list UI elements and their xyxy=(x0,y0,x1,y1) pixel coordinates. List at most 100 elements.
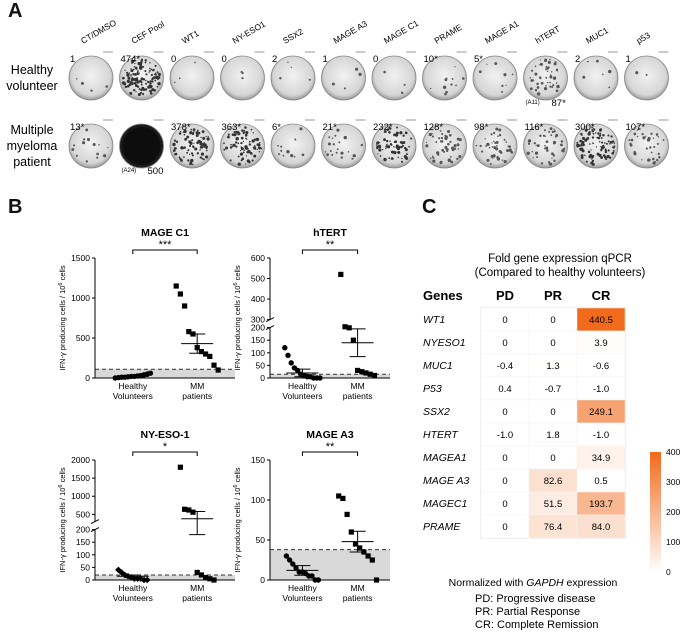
spot xyxy=(149,67,151,70)
spot xyxy=(206,137,210,141)
spot xyxy=(183,156,185,158)
spot xyxy=(638,128,641,131)
spot xyxy=(140,58,144,61)
y-tick-label: 1000 xyxy=(71,491,90,501)
spot-count: 98* xyxy=(474,122,489,133)
x-group-label: MM xyxy=(190,381,204,391)
spot xyxy=(600,137,603,139)
spot xyxy=(148,71,150,73)
spot xyxy=(240,147,244,151)
spot xyxy=(546,81,549,84)
spot xyxy=(506,149,509,153)
spot xyxy=(432,156,435,159)
spot xyxy=(503,138,506,141)
spot xyxy=(534,88,538,92)
row-label-line: Multiple xyxy=(10,123,53,137)
spot xyxy=(531,150,533,153)
heatmap-cell-value: 0 xyxy=(502,476,507,487)
spot xyxy=(193,146,195,149)
spot xyxy=(135,91,137,93)
spot xyxy=(331,82,335,86)
spot xyxy=(378,141,381,144)
spot xyxy=(552,84,555,87)
spot-count: 1 xyxy=(323,54,328,65)
spot xyxy=(630,138,634,142)
spot xyxy=(402,134,405,137)
spot xyxy=(488,146,491,149)
spot xyxy=(593,128,596,131)
spot xyxy=(260,147,263,150)
spot xyxy=(584,154,586,157)
row-label-line: patient xyxy=(13,155,51,169)
column-header-8: MAGE A1 xyxy=(483,18,521,45)
spot xyxy=(130,82,134,86)
x-group-label: patients xyxy=(343,391,373,401)
spot xyxy=(475,144,478,147)
spot xyxy=(549,85,552,88)
spot xyxy=(404,131,408,135)
spot xyxy=(286,150,290,154)
spot xyxy=(535,144,537,147)
spot xyxy=(595,146,598,148)
spot xyxy=(396,126,399,129)
y-axis-label: IFN-γ producing cells / 106 cells xyxy=(58,467,67,572)
spot xyxy=(527,142,531,145)
spot xyxy=(549,81,551,84)
spot xyxy=(485,145,487,147)
spot xyxy=(92,143,96,147)
spot xyxy=(123,82,127,86)
spot xyxy=(530,79,534,82)
spot-count: 21* xyxy=(323,122,338,133)
spot xyxy=(376,147,379,150)
spot xyxy=(442,85,447,89)
spot xyxy=(451,78,454,80)
spot xyxy=(141,86,145,90)
legend-entry: PR: Partial Response xyxy=(475,606,580,618)
significance-bracket xyxy=(301,451,359,456)
spot xyxy=(190,152,194,155)
spot xyxy=(560,143,563,147)
elispot-well xyxy=(220,123,265,169)
spot xyxy=(358,72,362,77)
spot xyxy=(237,133,240,136)
elispot-well xyxy=(472,123,518,169)
hla-code: (A11) xyxy=(526,100,540,106)
spot xyxy=(400,91,404,95)
y-axis-label: IFN-γ producing cells / 106 cells xyxy=(233,467,242,572)
spot xyxy=(150,92,153,95)
column-header-3: NY-ESO1 xyxy=(231,19,268,46)
spot xyxy=(540,162,544,165)
spot xyxy=(454,66,456,68)
data-point xyxy=(211,577,217,583)
spot xyxy=(173,147,177,150)
data-point xyxy=(338,271,344,278)
spot xyxy=(230,143,232,146)
spot xyxy=(457,148,460,150)
significance-stars: ** xyxy=(326,441,335,453)
spot xyxy=(142,93,145,96)
well-dark-core xyxy=(122,127,161,165)
spot xyxy=(608,156,612,159)
spot xyxy=(610,135,613,138)
heatmap-gene-label: MUC1 xyxy=(423,360,453,372)
heatmap-title: Fold gene expression qPCR xyxy=(488,253,632,265)
spot xyxy=(453,147,457,150)
heatmap-gene-label: MAGEC1 xyxy=(423,498,467,510)
spot xyxy=(140,77,144,81)
heatmap-cell-value: 0 xyxy=(550,315,555,326)
heatmap-cell-value: 0 xyxy=(502,315,507,326)
spot xyxy=(607,134,610,137)
spot xyxy=(251,139,255,143)
panel-a-elispot: A CT/DMSO CEF Pool WT1 NY-ESO1 SSX2 MAGE A3 MA… xyxy=(0,0,685,177)
heatmap-cell-value: 249.1 xyxy=(589,407,613,418)
spot xyxy=(96,156,99,159)
spot xyxy=(636,72,638,75)
spot xyxy=(397,151,401,154)
spot xyxy=(375,144,378,146)
spot xyxy=(499,151,502,154)
column-header-7: PRAME xyxy=(433,22,464,46)
spot xyxy=(555,133,559,137)
spot xyxy=(404,146,407,150)
data-point xyxy=(346,325,352,331)
